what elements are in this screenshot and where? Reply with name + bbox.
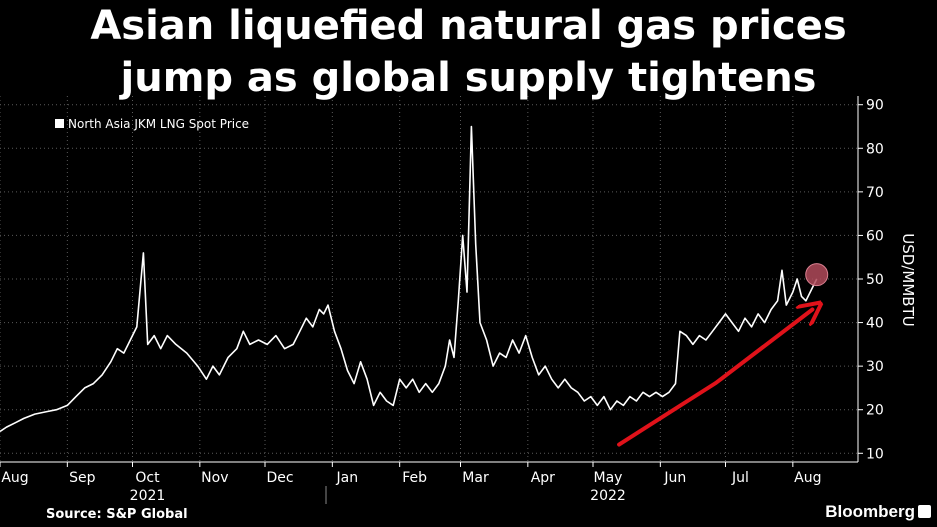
x-axis-ticks: Aug Sep Oct Nov Dec Jan Feb Mar Apr May Jun Jul Aug 2… [0, 462, 822, 504]
x-tick-label: Apr [531, 470, 555, 486]
x-tick-label: Nov [201, 470, 228, 486]
y-tick-label: 20 [866, 403, 884, 419]
x-year-label: 2021 [130, 488, 166, 504]
bloomberg-terminal-icon [918, 505, 931, 518]
x-tick-label: Mar [462, 470, 489, 486]
x-tick-label: May [594, 470, 623, 486]
y-tick-label: 10 [866, 446, 884, 462]
trend-arrow [617, 310, 812, 447]
x-tick-label: Oct [135, 470, 160, 486]
y-axis-ticks: 10 20 30 40 50 60 70 80 90 [858, 98, 884, 462]
y-axis-label: USD/MMBTU [899, 233, 917, 326]
series-line-jkm [0, 125, 818, 433]
legend-label: North Asia JKM LNG Spot Price [68, 117, 249, 131]
y-tick-label: 90 [866, 98, 884, 114]
y-tick-label: 80 [866, 141, 884, 157]
x-tick-label: Feb [402, 470, 427, 486]
x-tick-label: Jun [663, 470, 686, 486]
x-tick-label: Jul [731, 470, 749, 486]
legend: North Asia JKM LNG Spot Price [55, 117, 249, 131]
latest-value-marker [805, 263, 829, 287]
x-tick-label: Dec [266, 470, 293, 486]
grid-lines [0, 96, 858, 462]
x-year-label: 2022 [590, 488, 626, 504]
x-tick-label: Aug [1, 470, 28, 486]
y-tick-label: 30 [866, 359, 884, 375]
legend-swatch [55, 119, 64, 128]
y-tick-label: 40 [866, 316, 884, 332]
chart-title-line-1: Asian liquefied natural gas prices [90, 3, 847, 49]
x-tick-label: Aug [794, 470, 821, 486]
chart-title-line-2: jump as global supply tightens [120, 55, 817, 101]
y-tick-label: 50 [866, 272, 884, 288]
bloomberg-logo: Bloomberg [825, 502, 915, 521]
source-note: Source: S&P Global [46, 507, 188, 522]
x-tick-label: Jan [336, 470, 359, 486]
y-tick-label: 60 [866, 228, 884, 244]
x-tick-label: Sep [69, 470, 96, 486]
annotations [617, 263, 829, 447]
y-tick-label: 70 [866, 185, 884, 201]
